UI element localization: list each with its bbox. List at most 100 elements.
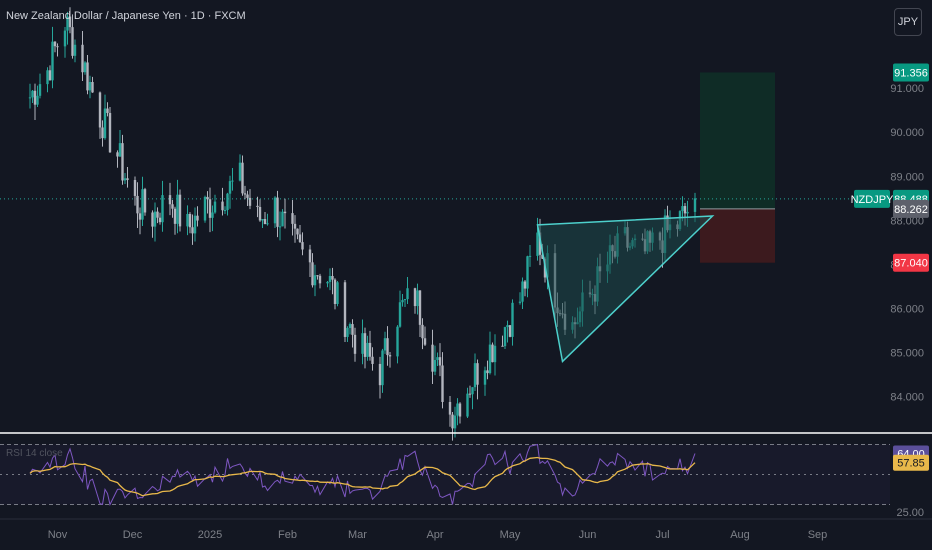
candle-body xyxy=(378,363,382,386)
position-zones[interactable] xyxy=(0,72,890,263)
candle-body xyxy=(206,196,209,200)
stop-zone[interactable] xyxy=(700,208,775,263)
candle xyxy=(38,73,42,99)
candle-body xyxy=(486,370,489,374)
candle xyxy=(508,324,512,338)
candle-body xyxy=(31,90,34,98)
candle xyxy=(511,299,514,346)
candle xyxy=(263,211,267,225)
candle-body xyxy=(283,211,287,214)
candle-body xyxy=(186,213,189,227)
candle xyxy=(476,359,479,400)
candle xyxy=(283,198,287,229)
candle-body xyxy=(101,127,104,139)
candle xyxy=(136,182,139,228)
time-tick-label: 2025 xyxy=(198,529,222,541)
candle xyxy=(123,172,127,185)
candle-body xyxy=(436,357,439,360)
candle-body xyxy=(468,393,472,395)
time-tick-label: Jun xyxy=(579,529,597,541)
candle-body xyxy=(431,344,434,372)
candle-body xyxy=(521,281,524,302)
candle-body xyxy=(491,344,494,363)
candle xyxy=(363,327,367,369)
candle xyxy=(226,192,229,216)
symbol-label: NZDJPY xyxy=(851,189,894,208)
currency-button[interactable]: JPY xyxy=(894,8,922,36)
candle-body xyxy=(98,92,102,128)
candle-body xyxy=(256,205,259,207)
candle-body xyxy=(403,299,407,301)
candle xyxy=(468,385,472,398)
candle-body xyxy=(63,30,67,47)
candle-body xyxy=(91,81,94,93)
candle-body xyxy=(371,356,374,364)
candle-body xyxy=(476,363,479,385)
candle-body xyxy=(143,189,147,213)
candle xyxy=(296,228,299,240)
candle-body xyxy=(308,249,312,263)
candle-body xyxy=(316,275,319,277)
candle-body xyxy=(243,193,247,195)
time-tick-label: Jul xyxy=(655,529,669,541)
triangle-pattern[interactable] xyxy=(536,215,715,363)
candle xyxy=(491,342,494,363)
candle-body xyxy=(396,326,399,357)
time-axis[interactable]: Nov Dec 2025 Feb Mar Apr May Jun Jul Aug Sep xyxy=(48,529,828,541)
chart-title: New Zealand Dollar / Japanese Yen · 1D ·… xyxy=(6,10,246,22)
candle xyxy=(328,268,332,291)
candle-body xyxy=(346,327,349,337)
candle-body xyxy=(311,262,314,286)
symbol-label-bg xyxy=(854,189,890,208)
candle xyxy=(381,348,384,393)
candle xyxy=(451,411,454,441)
candle xyxy=(331,267,334,295)
candle-body xyxy=(511,302,514,337)
candle xyxy=(121,134,124,185)
stop-price-label: 87.040 xyxy=(893,253,929,272)
candle xyxy=(518,292,522,305)
candle xyxy=(81,30,84,81)
candle-body xyxy=(83,62,87,73)
candle xyxy=(448,396,452,427)
candle xyxy=(261,219,264,228)
candle-body xyxy=(248,197,252,206)
candle-body xyxy=(361,333,364,354)
candle xyxy=(438,343,442,377)
candle xyxy=(458,402,462,424)
candle xyxy=(378,356,382,399)
candle-body xyxy=(293,223,297,229)
candle xyxy=(48,65,52,81)
candle-body xyxy=(168,195,172,205)
candle xyxy=(386,326,389,366)
candle-body xyxy=(221,201,224,211)
candle-body xyxy=(223,210,227,212)
candle xyxy=(276,190,279,238)
candle-body xyxy=(683,206,687,214)
candle xyxy=(168,182,172,216)
candle xyxy=(351,319,354,348)
candle-body xyxy=(108,112,112,153)
price-axis[interactable]: 91.00090.00089.00088.00087.00086.00085.0… xyxy=(851,63,929,404)
candle-body xyxy=(241,162,244,194)
candle xyxy=(243,185,247,200)
drawings-layer[interactable] xyxy=(536,215,715,363)
candle-body xyxy=(456,403,459,416)
candle xyxy=(483,366,487,396)
candle xyxy=(156,207,159,224)
candle-body xyxy=(133,179,137,196)
candle xyxy=(436,352,439,366)
candle-body xyxy=(28,97,32,99)
candle xyxy=(231,168,234,191)
candle-body xyxy=(106,108,109,113)
candle-body xyxy=(161,195,164,223)
target-zone[interactable] xyxy=(700,72,775,209)
candle xyxy=(248,189,252,210)
candle xyxy=(298,224,302,244)
candle xyxy=(396,325,399,364)
candle-body xyxy=(363,333,367,357)
candle xyxy=(241,155,244,196)
candle xyxy=(211,205,214,232)
